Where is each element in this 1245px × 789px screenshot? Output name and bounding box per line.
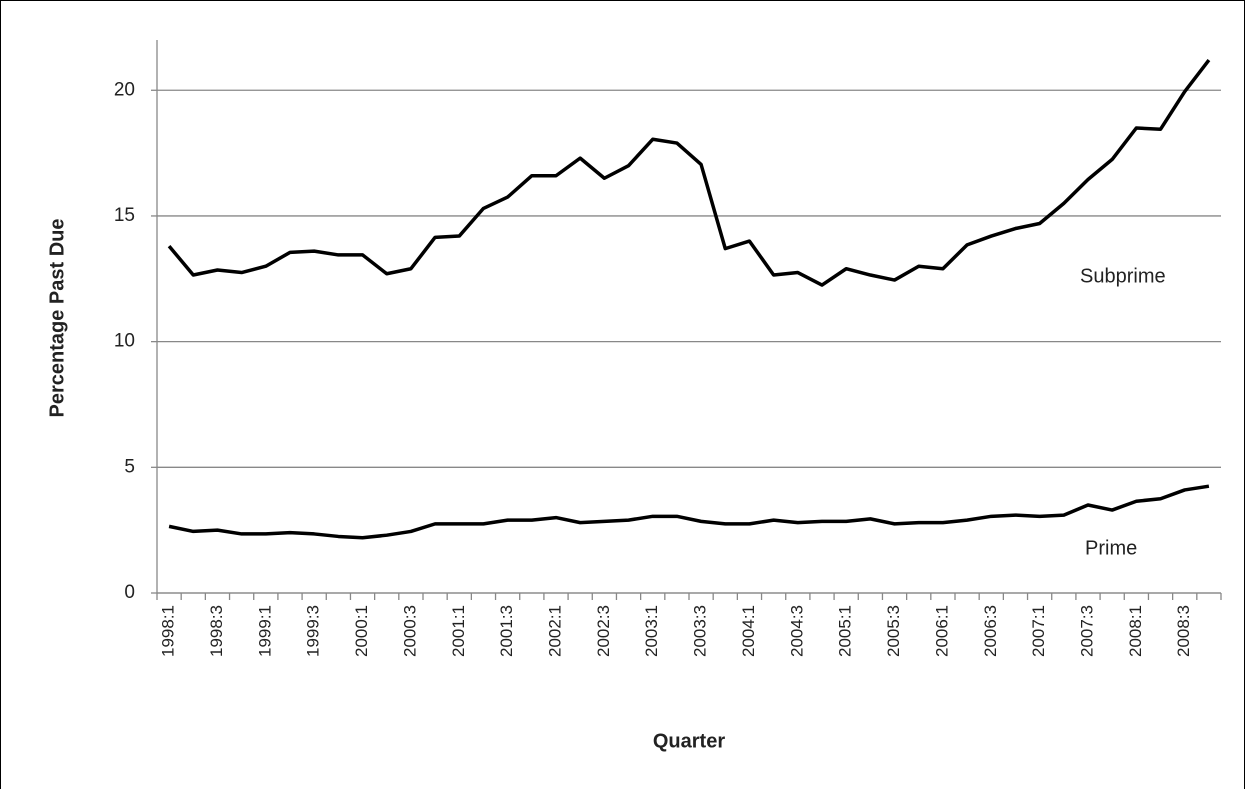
x-tick-label: 1998:3 (207, 605, 226, 657)
series-label: Subprime (1080, 265, 1166, 287)
x-tick-label: 2003:3 (691, 605, 710, 657)
x-tick-label: 2006:3 (981, 605, 1000, 657)
x-tick-label: 2003:1 (642, 605, 661, 657)
x-tick-label: 2000:1 (352, 605, 371, 657)
x-tick-label: 2004:1 (739, 605, 758, 657)
series-label: Prime (1085, 537, 1137, 559)
x-tick-label: 2005:3 (884, 605, 903, 657)
x-tick-label: 1999:1 (255, 605, 274, 657)
x-tick-label: 2002:3 (594, 605, 613, 657)
y-axis-title: Percentage Past Due (46, 219, 68, 418)
x-tick-label: 2008:3 (1174, 605, 1193, 657)
series-line (168, 484, 1210, 540)
x-axis-title: Quarter (653, 730, 725, 752)
x-tick-label: 1999:3 (304, 605, 323, 657)
x-tick-label: 2001:1 (449, 605, 468, 657)
y-tick-label: 15 (114, 205, 135, 226)
x-tick-label: 2006:1 (932, 605, 951, 657)
x-tick-label: 2002:1 (545, 605, 564, 657)
y-tick-label: 0 (124, 582, 135, 603)
x-tick-label: 2004:3 (787, 605, 806, 657)
y-tick-label: 5 (124, 456, 135, 477)
x-tick-label: 2001:3 (497, 605, 516, 657)
x-tick-label: 1998:1 (159, 605, 178, 657)
y-tick-label: 10 (114, 331, 135, 352)
x-tick-label: 2005:1 (836, 605, 855, 657)
x-tick-label: 2007:1 (1029, 605, 1048, 657)
x-tick-label: 2008:1 (1126, 605, 1145, 657)
y-tick-label: 20 (114, 79, 135, 100)
series-line (167, 59, 1211, 287)
x-tick-label: 2000:3 (400, 605, 419, 657)
x-tick-label: 2007:3 (1077, 605, 1096, 657)
